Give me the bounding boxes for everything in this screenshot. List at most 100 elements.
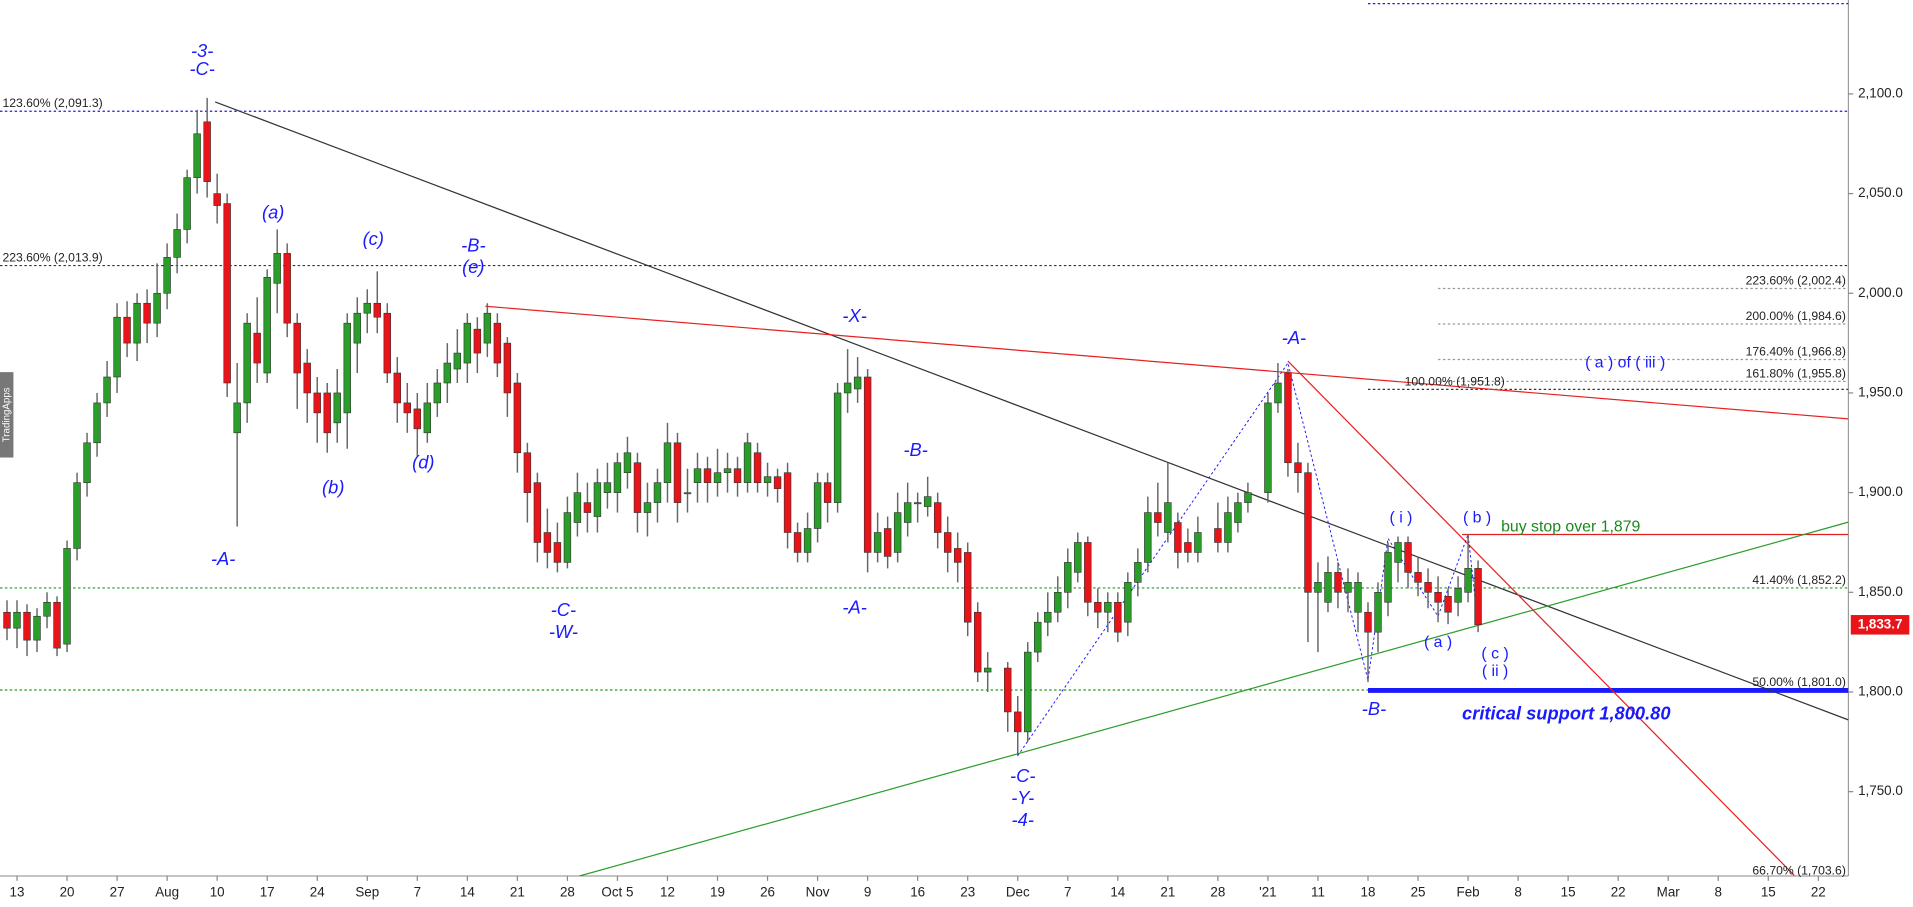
candle-body xyxy=(163,257,171,294)
candle-body xyxy=(1104,601,1112,613)
candle-body xyxy=(623,452,632,473)
level-label: 50.00% (1,801.0) xyxy=(1752,675,1846,689)
x-tick-label: 15 xyxy=(1561,885,1576,900)
candle-body xyxy=(273,253,281,284)
annotation: ( i ) xyxy=(1390,510,1413,527)
x-tick-label: 10 xyxy=(210,885,225,900)
candle-body xyxy=(1474,568,1482,626)
candle-body xyxy=(483,312,492,344)
candle-body xyxy=(643,502,652,513)
trend-line xyxy=(1287,360,1795,876)
candle-body xyxy=(1404,542,1412,573)
candle-body xyxy=(513,382,522,454)
plot-area xyxy=(0,2,1849,876)
candle-body xyxy=(253,332,261,364)
candle-body xyxy=(683,492,692,495)
sidebar-tab[interactable] xyxy=(0,372,14,458)
annotation: buy stop over 1,879 xyxy=(1501,518,1640,535)
level-label: 161.80% (1,955.8) xyxy=(1746,366,1846,380)
candle-body xyxy=(223,203,231,384)
y-tick-label: 1,750.0 xyxy=(1858,783,1903,798)
candle-body xyxy=(1444,595,1452,613)
candle-body xyxy=(453,352,462,370)
x-tick-label: 17 xyxy=(260,885,275,900)
candle-body xyxy=(1464,568,1472,593)
candle-body xyxy=(703,468,712,483)
candle-body xyxy=(263,277,271,374)
candle-body xyxy=(123,316,131,344)
annotation: -C- xyxy=(551,599,576,620)
x-tick-label: 21 xyxy=(510,885,525,900)
candle-body xyxy=(73,482,81,549)
sidebar-label[interactable]: TradingApps xyxy=(1,387,12,442)
x-tick-label: Mar xyxy=(1657,885,1681,900)
x-tick-label: 28 xyxy=(1210,885,1225,900)
trend-line xyxy=(579,521,1849,876)
candle-body xyxy=(603,482,612,493)
trend-line xyxy=(485,305,1849,420)
candle-body xyxy=(153,292,161,324)
annotation: -3- xyxy=(191,40,213,61)
level-label: 100.00% (1,951.8) xyxy=(1405,374,1505,388)
candle-body xyxy=(893,512,902,553)
candle-body xyxy=(1244,492,1252,503)
annotation: ( c ) xyxy=(1481,645,1508,662)
candle-body xyxy=(183,177,191,230)
x-tick-label: 9 xyxy=(864,885,871,900)
annotation: (e) xyxy=(462,256,484,277)
candle-body xyxy=(843,382,852,394)
x-tick-label: 21 xyxy=(1160,885,1175,900)
candle-body xyxy=(863,376,872,553)
level-label: 176.40% (1,966.8) xyxy=(1746,344,1846,358)
level-label: 200.00% (1,984.6) xyxy=(1746,309,1846,323)
candle-body xyxy=(1314,582,1322,593)
candle-body xyxy=(1014,711,1022,733)
candle-body xyxy=(443,362,452,384)
x-tick-label: '21 xyxy=(1259,885,1276,900)
candle-body xyxy=(23,611,31,641)
candle-body xyxy=(493,322,502,364)
candle-body xyxy=(613,462,622,493)
x-tick-label: 26 xyxy=(760,885,775,900)
candle-body xyxy=(543,532,552,553)
x-tick-label: 12 xyxy=(660,885,675,900)
annotation: -C- xyxy=(1010,765,1035,786)
x-tick-label: 23 xyxy=(960,885,975,900)
x-tick-label: Aug xyxy=(155,885,179,900)
candle-body xyxy=(1324,572,1332,603)
x-tick-label: 8 xyxy=(1514,885,1521,900)
candle-body xyxy=(1194,532,1202,553)
candle-body xyxy=(503,342,512,394)
candle-body xyxy=(323,392,331,434)
last-price-label: 1,833.7 xyxy=(1858,616,1903,631)
candle-body xyxy=(583,502,592,513)
candle-body xyxy=(1144,512,1152,563)
candle-body xyxy=(533,482,542,543)
candle-body xyxy=(53,601,61,649)
y-tick-label: 1,950.0 xyxy=(1858,384,1903,399)
candle-body xyxy=(853,376,862,390)
candle-body xyxy=(1284,372,1292,464)
y-tick-label: 1,800.0 xyxy=(1858,684,1903,699)
annotation: -B- xyxy=(1362,698,1386,719)
level-label: 223.60% (2,013.9) xyxy=(2,250,102,264)
x-tick-label: 28 xyxy=(560,885,575,900)
candle-body xyxy=(83,442,91,483)
x-tick-label: 7 xyxy=(414,885,421,900)
candle-body xyxy=(143,302,151,324)
x-tick-label: Nov xyxy=(806,885,830,900)
candle-body xyxy=(403,402,412,414)
candle-body xyxy=(1454,588,1462,603)
candle-body xyxy=(173,229,181,258)
candle-body xyxy=(43,601,51,617)
candle-body xyxy=(593,482,602,517)
candle-body xyxy=(753,452,762,483)
level-label: 66.70% (1,703.6) xyxy=(1752,863,1846,877)
candle-body xyxy=(373,302,381,318)
annotation: -A- xyxy=(842,597,866,618)
y-tick-label: 2,000.0 xyxy=(1858,285,1903,300)
candle-body xyxy=(673,442,682,503)
candle-body xyxy=(663,442,672,483)
candle-body xyxy=(743,442,752,483)
candle-body xyxy=(303,362,311,394)
